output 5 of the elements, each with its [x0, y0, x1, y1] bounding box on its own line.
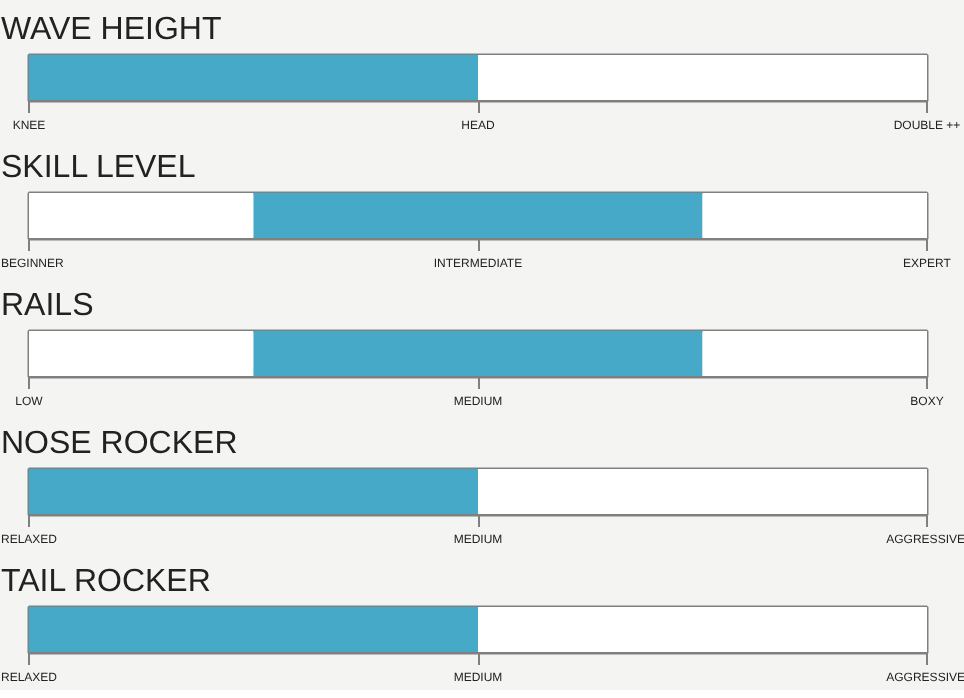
- chart-title: RAILS: [1, 289, 94, 323]
- chart-title: SKILL LEVEL: [1, 151, 196, 185]
- chart-title: WAVE HEIGHT: [1, 13, 222, 47]
- chart-title: TAIL ROCKER: [1, 565, 211, 599]
- chart-title: NOSE ROCKER: [1, 427, 238, 461]
